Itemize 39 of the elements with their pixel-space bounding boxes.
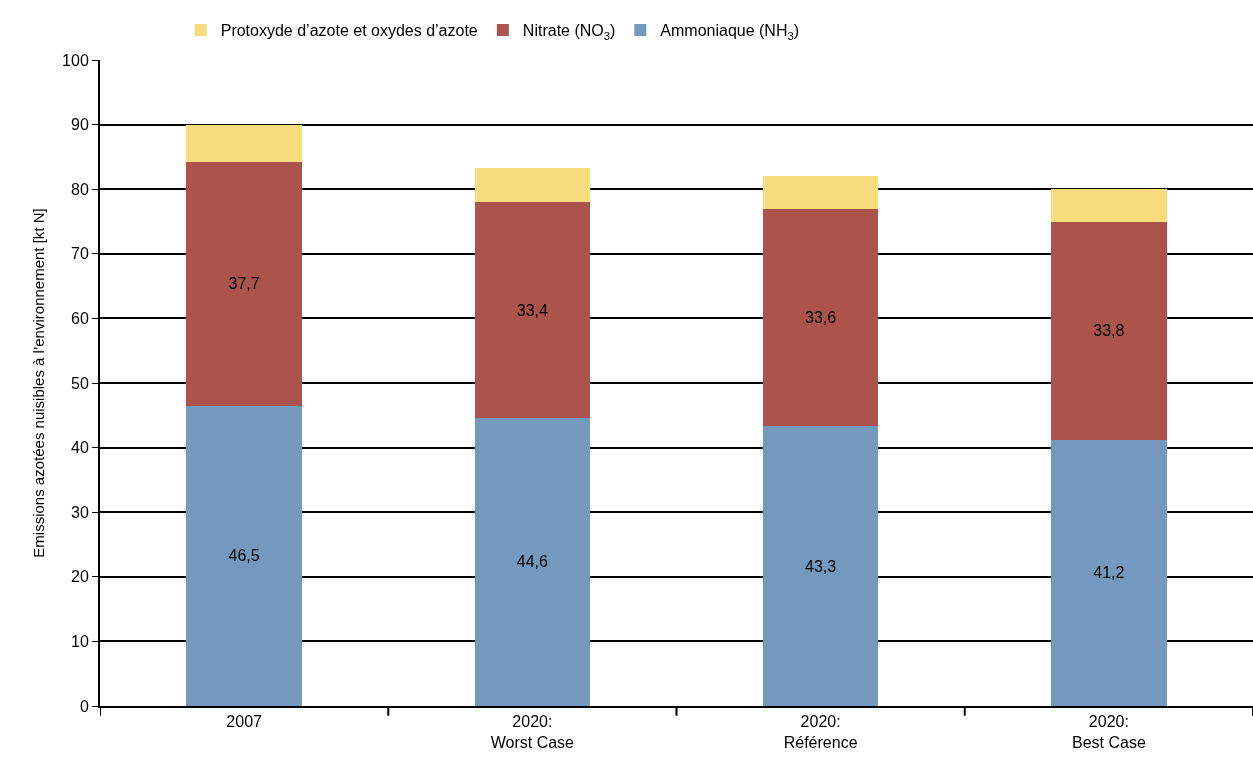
data-label: 33,8	[1093, 322, 1125, 340]
bar	[1051, 439, 1167, 706]
x-tick-label: 2020: Référence	[783, 713, 858, 751]
data-label: 46,5	[228, 547, 260, 565]
bar	[474, 417, 591, 706]
x-tick-label: 2020: Best Case	[1071, 713, 1146, 751]
y-tick-label: 60	[71, 310, 89, 327]
y-tick-label: 0	[79, 697, 89, 715]
data-label: 37,7	[228, 275, 260, 293]
y-tick-label: 50	[71, 374, 89, 392]
bar	[186, 124, 302, 163]
y-tick-label: 40	[71, 439, 89, 457]
data-label: 44,6	[516, 553, 548, 571]
y-tick-label: 20	[71, 568, 89, 586]
bar	[1051, 189, 1167, 222]
x-tick-label: 2020: Worst Case	[490, 713, 575, 751]
bar	[762, 176, 879, 210]
bar	[474, 202, 591, 418]
legend-label: Ammoniaque (NH$_{3}$)	[660, 22, 800, 42]
y-tick-label: 10	[71, 633, 89, 650]
bar	[762, 426, 879, 706]
y-tick-label: 80	[71, 180, 89, 198]
bar	[474, 167, 591, 203]
data-label: 33,6	[805, 309, 837, 327]
legend-label: Protoxyde d’azote et oxydes d’azote	[220, 22, 478, 40]
x-tick-label: 2007	[226, 713, 263, 731]
data-label: 41,2	[1093, 564, 1125, 582]
y-tick-label: 100	[62, 51, 89, 69]
bar	[1051, 221, 1167, 440]
bar	[762, 209, 879, 427]
data-label: 43,3	[805, 557, 837, 575]
legend-label: Nitrate (NO$_{3}$)	[522, 22, 616, 42]
bar	[186, 405, 302, 706]
y-axis-title: Emissions azotées nuisibles à l’environnement [kt N]	[29, 208, 47, 558]
data-label: 33,4	[516, 301, 548, 319]
y-tick-label: 70	[71, 245, 89, 263]
bar	[186, 162, 302, 406]
y-tick-label: 30	[71, 503, 89, 521]
y-tick-label: 90	[71, 116, 89, 134]
